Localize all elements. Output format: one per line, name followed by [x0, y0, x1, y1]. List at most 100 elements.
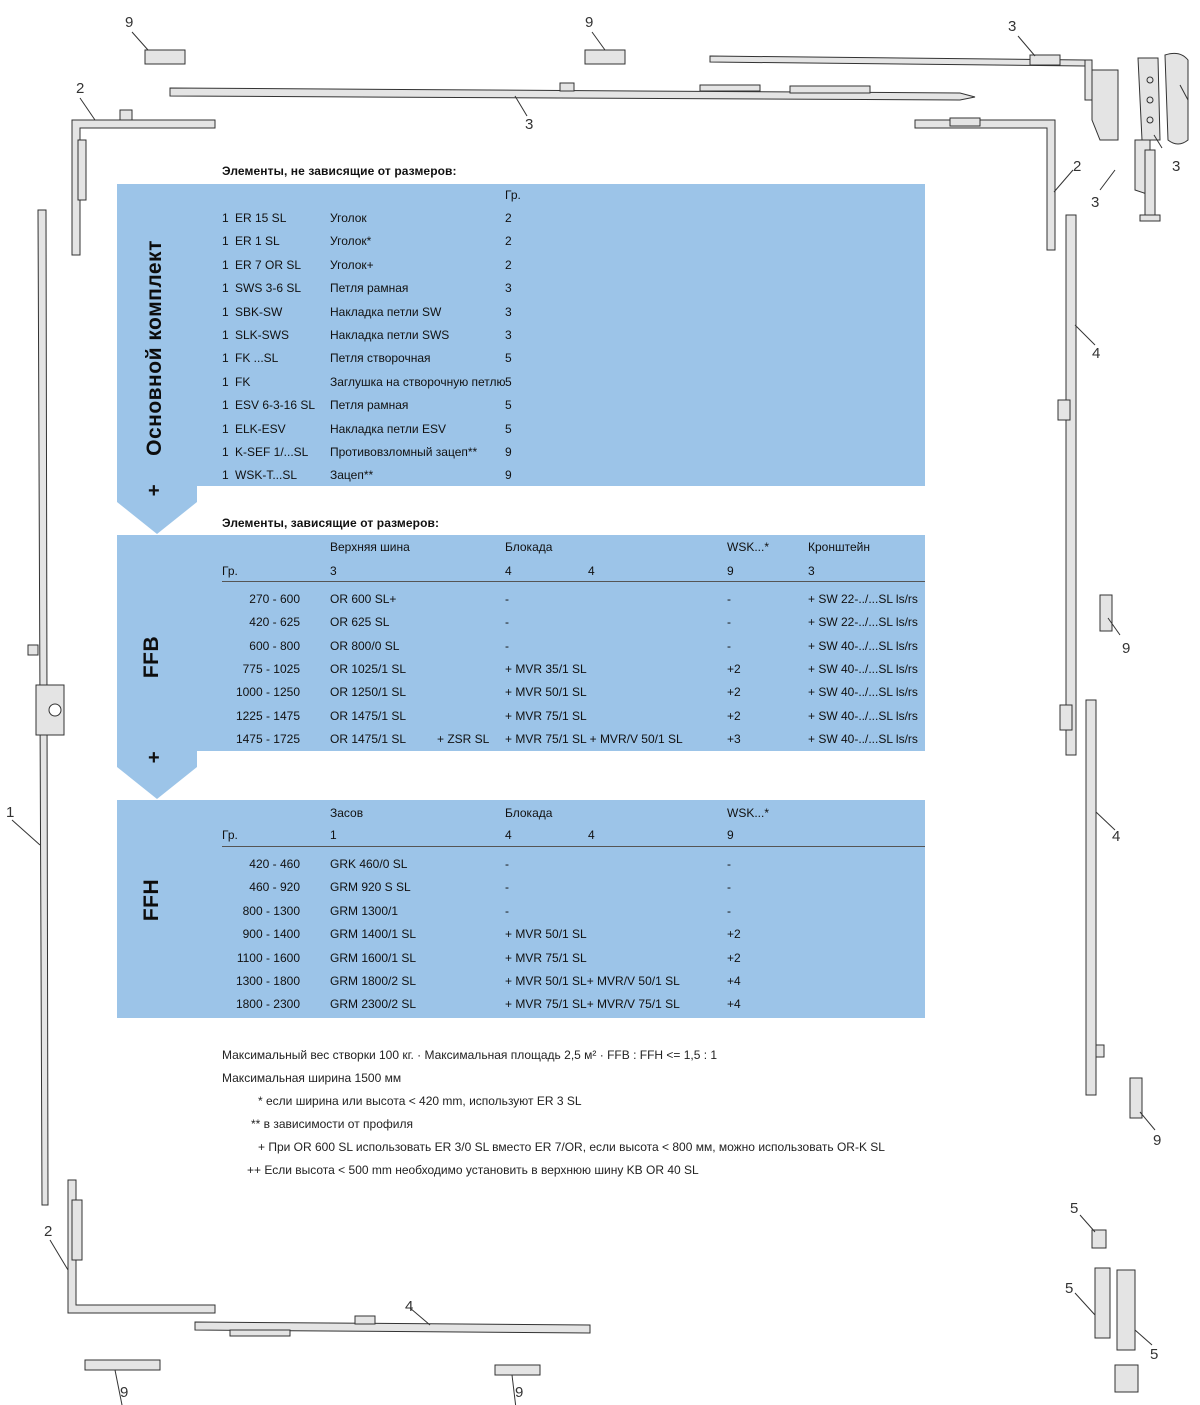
callout-5: 5	[1150, 1346, 1159, 1363]
callout-2: 2	[44, 1223, 53, 1240]
callout-4: 4	[1092, 345, 1101, 362]
striker-plate-9	[494, 1364, 541, 1376]
row-wsk: -	[727, 880, 731, 895]
row-wsk: -	[727, 615, 731, 630]
ffb-col-rail-num: 3	[330, 564, 337, 578]
row-bolt: GRM 1300/1	[330, 903, 399, 918]
row-wsk: +2	[727, 927, 741, 942]
row-bolt: GRM 1400/1 SL	[330, 927, 417, 942]
ffb-col-block-num2: 4	[588, 564, 595, 578]
top-rail-3	[169, 82, 976, 101]
row-rail: OR 1475/1 SL	[330, 731, 407, 746]
striker-plate-9	[1099, 594, 1113, 632]
vertical-lock-4-upper	[1057, 214, 1077, 756]
row-wsk: -	[727, 903, 731, 918]
row-block: -	[505, 903, 509, 918]
row-range: 1475 - 1725	[235, 731, 300, 746]
row-code: SWS 3-6 SL	[235, 281, 302, 296]
basic-kit-vertical-label: Основной комплект	[143, 240, 166, 456]
row-rail: OR 600 SL+	[330, 592, 397, 606]
plus-sign: +	[148, 747, 160, 769]
row-range: 1225 - 1475	[235, 708, 300, 723]
row-group: 2	[505, 234, 512, 249]
row-block: + MVR 50/1 SL+ MVR/V 50/1 SL	[505, 974, 680, 988]
callout-3: 3	[525, 116, 534, 133]
striker-plate-9	[84, 1359, 161, 1371]
row-code: ER 1 SL	[235, 234, 280, 249]
callout-2: 2	[1073, 158, 1082, 175]
row-block: -	[505, 592, 509, 606]
row-name: Уголок	[330, 211, 367, 225]
note-footnote-2: ** в зависимости от профиля	[251, 1117, 413, 1131]
note-max-weight: Максимальный вес створки 100 кг. · Макси…	[222, 1048, 718, 1062]
row-group: 5	[505, 374, 512, 389]
note-footnote-1: * если ширина или высота < 420 mm, испол…	[258, 1094, 582, 1108]
row-name: Противовзломный зацеп**	[330, 445, 478, 459]
row-range: 270 - 600	[249, 592, 300, 606]
row-qty: 1	[222, 328, 229, 342]
row-group: 5	[505, 421, 512, 436]
ffb-col-bracket-num: 3	[808, 564, 815, 578]
row-group: 3	[505, 281, 512, 296]
sash-hinge-5	[1091, 1229, 1139, 1393]
row-bracket: + SW 40-../...SL ls/rs	[808, 731, 918, 746]
row-rail: OR 1475/1 SL	[330, 708, 407, 723]
ffh-col-block-num2: 4	[588, 828, 595, 842]
plus-sign: +	[148, 480, 160, 502]
row-qty: 1	[222, 351, 229, 366]
ffb-header-rule	[222, 581, 925, 582]
row-range: 420 - 460	[249, 857, 300, 871]
row-code: K-SEF 1/...SL	[235, 445, 309, 459]
row-block: -	[505, 638, 509, 653]
row-name: Заглушка на створочную петлю	[330, 374, 506, 389]
ffh-col-wsk-num: 9	[727, 828, 734, 842]
row-qty: 1	[222, 421, 229, 436]
callout-9: 9	[1153, 1132, 1162, 1149]
ffb-col-block-num: 4	[505, 564, 512, 578]
row-bolt: GRM 1800/2 SL	[330, 974, 417, 988]
striker-plate-9	[584, 49, 626, 65]
row-group: 2	[505, 257, 512, 272]
row-name: Уголок*	[330, 234, 372, 249]
row-range: 460 - 920	[249, 880, 300, 895]
row-wsk: -	[727, 638, 731, 653]
arrow-down-icon	[117, 749, 197, 799]
callout-2: 2	[76, 80, 85, 97]
row-range: 800 - 1300	[242, 903, 300, 918]
row-group: 9	[505, 445, 512, 459]
row-name: Уголок+	[330, 257, 374, 272]
callout-9: 9	[125, 14, 134, 31]
ffb-vertical-label: FFB	[140, 635, 163, 679]
callout-4: 4	[1112, 828, 1121, 845]
bottom-rail-4	[194, 1315, 591, 1337]
row-name: Накладка петли ESV	[330, 421, 446, 436]
callout-5: 5	[1065, 1280, 1074, 1297]
row-block: + MVR 75/1 SL+ MVR/V 75/1 SL	[505, 997, 680, 1012]
row-bolt: GRK 460/0 SL	[330, 857, 408, 871]
ffb-col-rail: Верхняя шина	[330, 540, 410, 554]
row-range: 1800 - 2300	[235, 997, 300, 1012]
row-rail: OR 800/0 SL	[330, 638, 400, 653]
section-title-dependent: Элементы, зависящие от размеров:	[222, 516, 440, 530]
row-bolt: GRM 920 S SL	[330, 880, 411, 895]
row-name: Петля рамная	[330, 281, 409, 296]
section-title-independent: Элементы, не зависящие от размеров:	[222, 164, 457, 178]
row-block: + MVR 75/1 SL	[505, 950, 587, 965]
ffh-col-block-num: 4	[505, 828, 512, 842]
callout-3: 3	[1172, 158, 1181, 175]
row-wsk: -	[727, 592, 731, 606]
row-name: Зацеп**	[330, 468, 374, 483]
row-qty: 1	[222, 445, 229, 459]
note-footnote-4: ++ Если высота < 500 mm необходимо устан…	[247, 1163, 699, 1177]
row-block: + MVR 75/1 SL	[505, 708, 587, 723]
row-wsk: +2	[727, 661, 741, 676]
espagnolette-1	[27, 209, 65, 1206]
ffb-col-bracket: Кронштейн	[808, 540, 870, 554]
row-wsk: +2	[727, 685, 741, 700]
row-wsk: +4	[727, 997, 741, 1012]
row-code: WSK-T...SL	[235, 468, 298, 483]
row-rail: OR 1250/1 SL	[330, 685, 407, 700]
row-qty: 1	[222, 398, 229, 413]
row-block: + MVR 50/1 SL	[505, 927, 587, 942]
row-group: 3	[505, 304, 512, 319]
